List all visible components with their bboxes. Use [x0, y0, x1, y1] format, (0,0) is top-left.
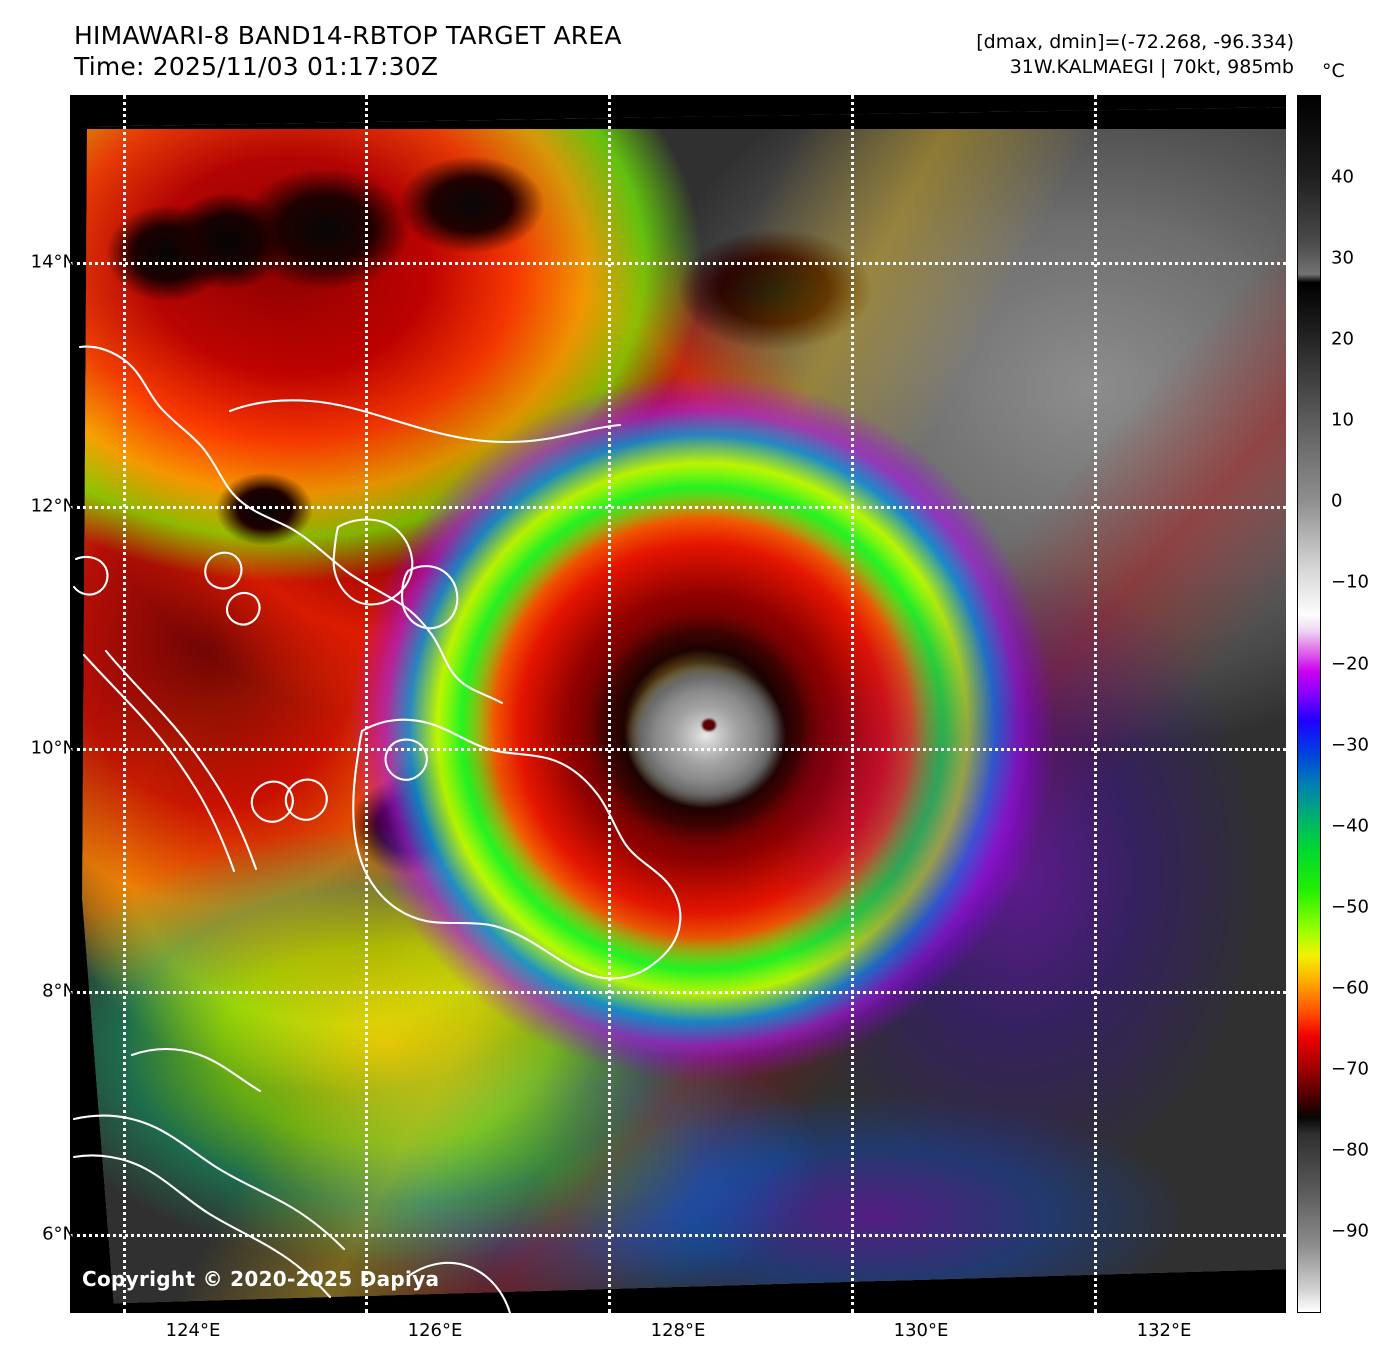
ytick-8N: 8°N — [42, 980, 76, 1002]
typhoon-eye — [82, 107, 1286, 1304]
cbtick--60: −60 — [1331, 977, 1369, 999]
xtick-124E: 124°E — [165, 1320, 221, 1341]
ytick-6N: 6°N — [42, 1223, 76, 1245]
gridline-8N — [70, 991, 1286, 994]
gridline-124E — [123, 95, 126, 1313]
page-title: HIMAWARI-8 BAND14-RBTOP TARGET AREA — [74, 21, 622, 50]
colorbar-unit-label: °C — [1322, 60, 1345, 82]
cbtick--50: −50 — [1331, 896, 1369, 918]
cbtick--70: −70 — [1331, 1058, 1369, 1080]
cbtick--30: −30 — [1331, 734, 1369, 756]
timestamp-label: Time: 2025/11/03 01:17:30Z — [74, 52, 439, 81]
colorbar — [1297, 95, 1321, 1313]
xtick-132E: 132°E — [1136, 1320, 1192, 1341]
title-block: HIMAWARI-8 BAND14-RBTOP TARGET AREA Time… — [74, 20, 622, 82]
dmax-dmin-label: [dmax, dmin]=(-72.268, -96.334) — [976, 31, 1294, 53]
cbtick-20: 20 — [1331, 328, 1354, 350]
cbtick-30: 30 — [1331, 247, 1354, 269]
gridline-10N — [70, 748, 1286, 751]
cbtick--90: −90 — [1331, 1220, 1369, 1242]
cbtick--20: −20 — [1331, 653, 1369, 675]
xtick-126E: 126°E — [407, 1320, 463, 1341]
gridline-128E — [608, 95, 611, 1313]
gridline-6N — [70, 1234, 1286, 1237]
southeast-outflow — [82, 107, 1286, 1304]
copyright-label: Copyright © 2020-2025 Dapiya — [82, 1267, 440, 1291]
xtick-128E: 128°E — [650, 1320, 706, 1341]
xtick-130E: 130°E — [893, 1320, 949, 1341]
gridline-14N — [70, 262, 1286, 265]
metadata-block: [dmax, dmin]=(-72.268, -96.334) 31W.KALM… — [976, 30, 1294, 80]
gridline-12N — [70, 506, 1286, 509]
colorbar-gradient — [1298, 96, 1320, 1312]
ytick-14N: 14°N — [30, 251, 76, 273]
no-data-strip — [82, 107, 1286, 130]
gridline-126E — [365, 95, 368, 1313]
cbtick--80: −80 — [1331, 1139, 1369, 1161]
gridline-130E — [851, 95, 854, 1313]
ytick-10N: 10°N — [30, 737, 76, 759]
cbtick-0: 0 — [1331, 490, 1343, 512]
gridline-132E — [1094, 95, 1097, 1313]
satellite-image-plot: Copyright © 2020-2025 Dapiya — [70, 95, 1286, 1313]
cbtick-10: 10 — [1331, 409, 1354, 431]
eye-center-marker — [702, 718, 716, 731]
cbtick--10: −10 — [1331, 571, 1369, 593]
storm-info-label: 31W.KALMAEGI | 70kt, 985mb — [1009, 56, 1294, 78]
satellite-swath — [82, 107, 1286, 1304]
cbtick--40: −40 — [1331, 815, 1369, 837]
cbtick-40: 40 — [1331, 166, 1354, 188]
ytick-12N: 12°N — [30, 495, 76, 517]
